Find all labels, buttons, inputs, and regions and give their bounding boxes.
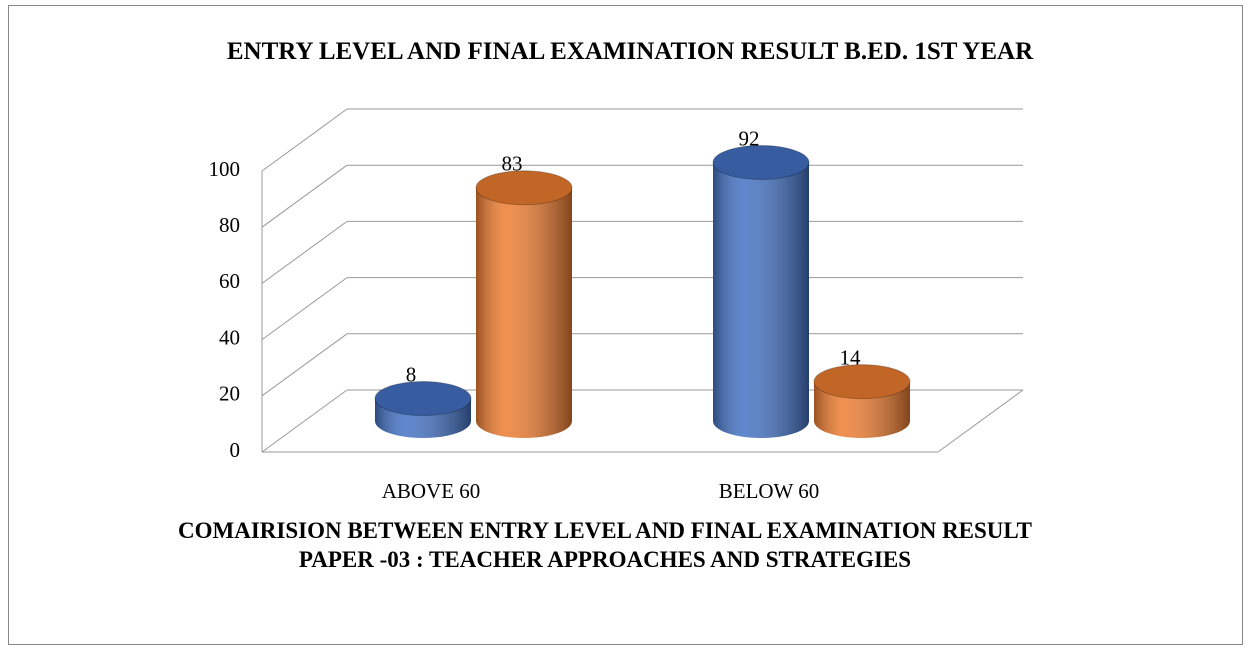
grid-line — [261, 220, 348, 284]
grid-line — [261, 277, 348, 341]
floor-edge — [937, 389, 1024, 453]
cylinder-top — [374, 381, 472, 417]
y-tick-label: 0 — [230, 438, 241, 462]
chart-title: ENTRY LEVEL AND FINAL EXAMINATION RESULT… — [226, 38, 1034, 65]
grid-line — [261, 164, 348, 228]
x-tick-label: BELOW 60 — [719, 479, 820, 503]
x-tick-label: ABOVE 60 — [382, 479, 481, 503]
y-tick-label: 80 — [219, 213, 240, 237]
cylinder-top-shade — [713, 145, 809, 180]
grid-line — [261, 333, 348, 397]
y-tick-label: 60 — [219, 269, 240, 293]
data-label: 83 — [502, 152, 523, 176]
cylinder-top-shade — [375, 381, 471, 416]
cylinder-top — [712, 144, 810, 180]
data-label: 92 — [739, 126, 760, 150]
cylinder-top — [813, 364, 911, 400]
cylinder-top — [475, 170, 573, 206]
y-tick-label: 20 — [219, 382, 240, 406]
data-label: 14 — [840, 345, 862, 369]
cylinder-shade — [476, 187, 572, 438]
data-label: 8 — [406, 362, 417, 386]
page: 0 20 40 60 80 100 ABOVE 60 8 83 BELOW 60 92 14 ENTR… — [0, 5, 1253, 645]
caption-line: PAPER -03 : TEACHER APPROACHES AND STRAT… — [298, 547, 912, 572]
grid-line — [261, 389, 348, 453]
cylinder-shade — [713, 162, 809, 439]
y-tick-label: 40 — [219, 325, 240, 349]
caption: COMAIRISION BETWEEN ENTRY LEVEL AND FINA… — [0, 516, 1253, 574]
chart: 0 20 40 60 80 100 ABOVE 60 8 83 BELOW 60 92 14 — [209, 108, 1024, 503]
y-tick-label: 100 — [209, 157, 241, 181]
cylinder-top-shade — [814, 364, 910, 399]
cylinder-top-shade — [476, 170, 572, 205]
grid-line — [261, 108, 348, 172]
caption-line: COMAIRISION BETWEEN ENTRY LEVEL AND FINA… — [178, 518, 1032, 543]
